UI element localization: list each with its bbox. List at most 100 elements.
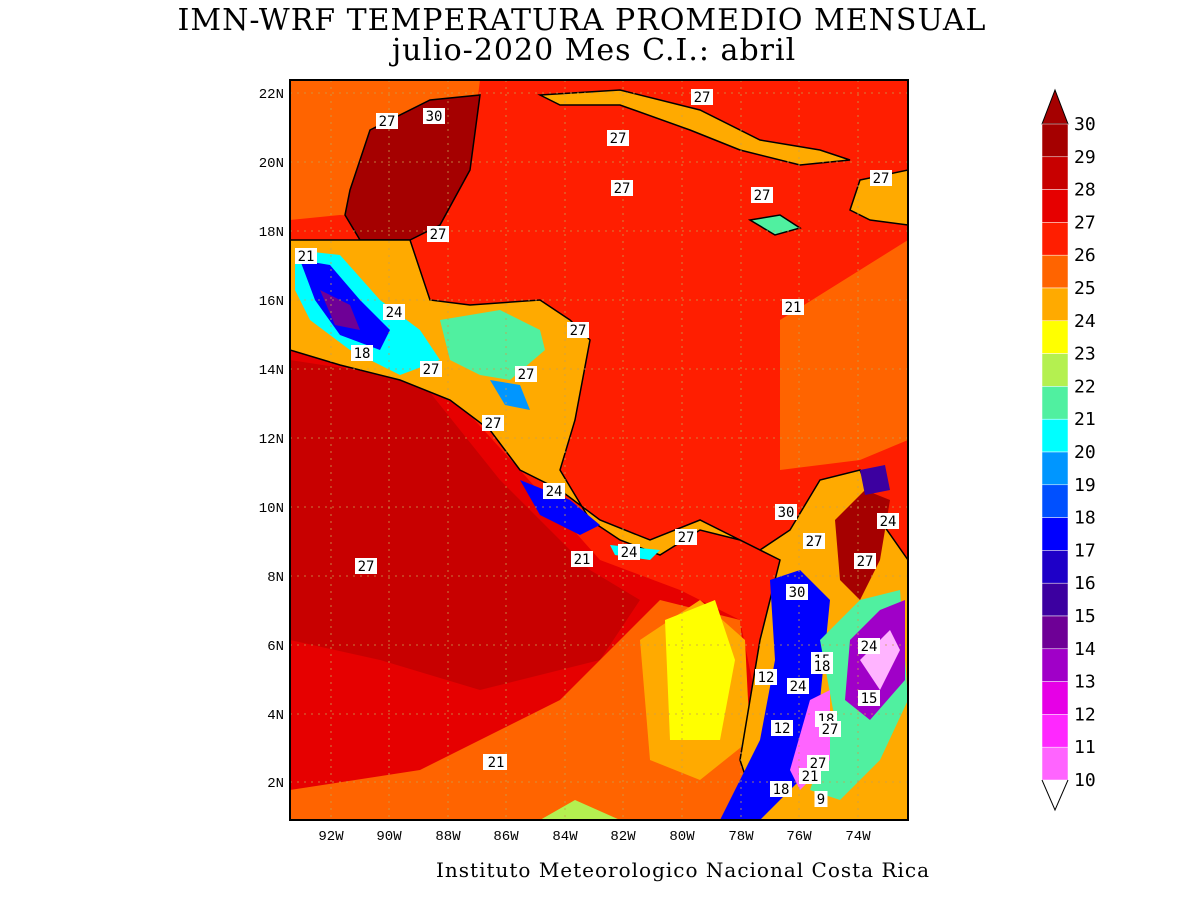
svg-text:27: 27 — [822, 722, 839, 738]
colorbar-label: 25 — [1074, 278, 1096, 299]
svg-text:24: 24 — [546, 484, 563, 500]
colorbar-swatch — [1041, 681, 1069, 715]
svg-text:21: 21 — [574, 552, 591, 568]
contour-label: 24 — [618, 544, 640, 561]
lon-tick: 78W — [728, 829, 754, 845]
svg-text:27: 27 — [430, 227, 447, 243]
colorbar-label: 12 — [1074, 704, 1096, 725]
svg-text:30: 30 — [778, 505, 795, 521]
colorbar-swatch — [1041, 615, 1069, 650]
contour-label: 12 — [755, 669, 777, 686]
longitude-axis: 92W 90W 88W 86W 84W 82W 80W 78W 76W 74W — [318, 829, 871, 845]
lon-tick: 84W — [552, 829, 578, 845]
colorbar-label: 27 — [1074, 212, 1096, 233]
colorbar-swatch — [1041, 189, 1069, 223]
colorbar-label: 19 — [1074, 475, 1096, 496]
lat-tick: 8N — [267, 570, 284, 586]
nicaragua-highlands — [490, 380, 530, 410]
lon-tick: 88W — [435, 829, 461, 845]
contour-label: 21 — [782, 299, 804, 316]
contour-label: 27 — [675, 529, 697, 546]
jamaica — [747, 214, 802, 236]
lat-tick: 16N — [259, 294, 284, 310]
contour-label: 27 — [803, 533, 825, 550]
map-field — [290, 80, 908, 820]
lat-tick: 18N — [259, 225, 284, 241]
lon-tick: 92W — [318, 829, 344, 845]
colorbar-swatch — [1041, 386, 1069, 420]
guatemala-peak — [320, 290, 360, 330]
colorbar-swatch — [1041, 287, 1069, 322]
contour-label: 24 — [877, 513, 899, 530]
colorbar-label: 18 — [1074, 508, 1096, 529]
contour-label: 18 — [770, 781, 792, 798]
colorbar-swatch — [1041, 648, 1069, 682]
svg-text:15: 15 — [861, 691, 878, 707]
colorbar-swatch — [1041, 746, 1069, 781]
colorbar-swatch — [1041, 320, 1069, 354]
contour-label: 24 — [858, 638, 880, 655]
colorbar-swatch — [1041, 156, 1069, 190]
contour-label: 27 — [870, 170, 892, 187]
colorbar-label: 21 — [1074, 409, 1096, 430]
contour-label: 27 — [420, 361, 442, 378]
colorbar-swatch — [1041, 418, 1069, 453]
contour-label: 27 — [515, 366, 537, 383]
svg-text:12: 12 — [774, 721, 791, 737]
svg-text:27: 27 — [518, 367, 535, 383]
hispaniola — [849, 169, 908, 226]
lat-tick: 4N — [267, 708, 284, 724]
svg-text:27: 27 — [678, 530, 695, 546]
map-frame — [289, 79, 909, 821]
colorbar-swatch — [1041, 582, 1069, 617]
contour-label: 9 — [814, 791, 828, 808]
colorbar-swatch — [1041, 254, 1069, 289]
svg-text:24: 24 — [880, 514, 897, 530]
colorbar-label: 10 — [1074, 770, 1096, 791]
colorbar-label: 22 — [1074, 376, 1096, 397]
lon-tick: 82W — [610, 829, 636, 845]
colorbar-label: 17 — [1074, 540, 1096, 561]
colorbar-label: 24 — [1074, 311, 1096, 332]
central-america-land — [290, 239, 908, 820]
svg-text:21: 21 — [298, 249, 315, 265]
credit-text: Instituto Meteorologico Nacional Costa R… — [436, 858, 931, 882]
svg-text:18: 18 — [814, 659, 831, 675]
contour-label: 30 — [775, 504, 797, 521]
svg-text:30: 30 — [426, 109, 443, 125]
svg-text:9: 9 — [817, 792, 825, 808]
svg-text:27: 27 — [694, 90, 711, 106]
contour-label: 12 — [771, 720, 793, 737]
colorbar-label: 11 — [1074, 737, 1096, 758]
lon-tick: 76W — [786, 829, 812, 845]
svg-text:27: 27 — [379, 114, 396, 130]
lon-tick: 86W — [493, 829, 519, 845]
svg-text:24: 24 — [861, 639, 878, 655]
colorbar-swatch — [1041, 714, 1069, 748]
contour-label: 27 — [482, 415, 504, 432]
svg-text:27: 27 — [857, 554, 874, 570]
contour-label: 24 — [383, 304, 405, 321]
contour-label: 27 — [819, 721, 841, 738]
cuba — [537, 89, 851, 166]
sierra-nevada — [860, 465, 890, 495]
latitude-axis: 2N 4N 6N 8N 10N 12N 14N 16N 18N 20N 22N — [259, 87, 284, 792]
colorbar: 30 29 28 27 26 25 24 23 22 21 20 19 18 17 16 15 14 13 12 11… — [1041, 88, 1096, 812]
contour-label: 27 — [691, 89, 713, 106]
svg-text:21: 21 — [802, 769, 819, 785]
chart-title-line2: julio-2020 Mes C.I.: abril — [391, 33, 797, 68]
contour-label: 27 — [854, 553, 876, 570]
colorbar-label: 20 — [1074, 442, 1096, 463]
magdalena-valley — [835, 490, 890, 600]
chart-title-line1: IMN-WRF TEMPERATURA PROMEDIO MENSUAL — [177, 3, 987, 38]
colorbar-min-arrow — [1041, 779, 1069, 812]
colorbar-label: 28 — [1074, 180, 1096, 201]
lat-tick: 6N — [267, 639, 284, 655]
andes-peaks — [860, 630, 900, 690]
svg-text:27: 27 — [570, 323, 587, 339]
lat-tick: 14N — [259, 363, 284, 379]
contour-labels: 27 30 27 27 27 27 27 21 27 24 18 27 27 27 27 21 24 30 24 27… — [295, 89, 899, 808]
colorbar-swatch — [1041, 484, 1069, 518]
contour-label: 27 — [751, 187, 773, 204]
